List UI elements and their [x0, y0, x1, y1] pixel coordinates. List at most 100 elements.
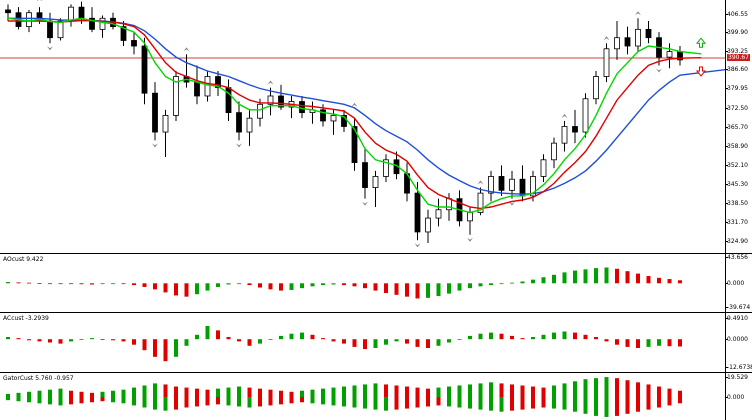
histogram-bar-down	[100, 397, 105, 402]
histogram-bar-up	[562, 272, 567, 284]
histogram-bar-up	[48, 389, 52, 398]
histogram-bar-down	[394, 385, 399, 398]
histogram-bar-up	[27, 397, 31, 403]
price-chart-svg[interactable]	[0, 0, 725, 253]
bearish-candle	[341, 114, 347, 127]
price-axis-tick: 345.30	[725, 180, 748, 188]
bullish-candle	[593, 76, 599, 100]
histogram-bar-down	[321, 338, 325, 340]
bearish-candle	[194, 81, 200, 97]
bullish-candle	[582, 98, 589, 133]
fractal-up-icon	[36, 0, 43, 2]
histogram-bar-up	[289, 283, 294, 290]
histogram-bar-down	[405, 339, 409, 344]
histogram-bar-up	[604, 267, 609, 284]
histogram-bar-up	[436, 283, 441, 297]
bullish-candle	[204, 76, 211, 97]
histogram-bar-up	[216, 388, 220, 398]
histogram-bar-down	[678, 397, 682, 404]
histogram-bar-down	[657, 277, 661, 284]
bearish-candle	[236, 112, 242, 133]
price-chart-pane[interactable]: 406.55 399.90 393.25 386.60 379.95 372.50 365.…	[0, 0, 752, 253]
histogram-bar-up	[447, 339, 451, 343]
ao-axis: 43.656 0.000 -39.674	[724, 254, 752, 312]
histogram-bar-up	[468, 397, 472, 409]
gator-indicator-pane[interactable]: GatorCust 5.760 -0.957 19.529 0.000	[0, 373, 752, 420]
histogram-bar-down	[69, 283, 73, 285]
histogram-bar-down	[625, 397, 630, 414]
histogram-bar-down	[163, 339, 168, 362]
bearish-candle	[5, 9, 11, 14]
histogram-bar-up	[111, 397, 115, 403]
histogram-bar-up	[48, 397, 52, 405]
bullish-candle	[603, 48, 610, 77]
histogram-bar-down	[646, 384, 651, 398]
price-axis-tick: 358.90	[725, 143, 748, 151]
bullish-candle	[257, 103, 263, 119]
histogram-bar-down	[258, 283, 262, 288]
histogram-bar-down	[636, 382, 640, 398]
ao-histogram-svg[interactable]	[0, 254, 725, 312]
fractal-down-icon	[656, 68, 662, 73]
pane-separator[interactable]	[0, 372, 752, 373]
histogram-bar-down	[625, 339, 630, 347]
histogram-bar-up	[352, 397, 357, 408]
histogram-bar-up	[37, 390, 42, 398]
histogram-bar-down	[615, 397, 619, 416]
ac-axis: 9.4910 0.0000 -12.6738	[725, 313, 752, 372]
histogram-bar-up	[27, 391, 31, 398]
histogram-bar-down	[58, 283, 63, 285]
ao-indicator-pane[interactable]: AOcust 9.422 43.656 0.000 -39.674	[0, 254, 752, 312]
histogram-bar-up	[226, 387, 231, 398]
histogram-bar-up	[226, 397, 231, 406]
histogram-bar-down	[79, 391, 84, 398]
histogram-bar-down	[16, 338, 21, 340]
ac-plot-area[interactable]: ACcust -3.2939	[0, 313, 725, 372]
histogram-bar-down	[69, 390, 73, 398]
fast-moving-average-line	[7, 17, 702, 214]
histogram-bar-down	[48, 339, 52, 343]
histogram-bar-up	[468, 384, 472, 398]
histogram-bar-down	[415, 339, 420, 347]
histogram-bar-up	[573, 381, 577, 398]
histogram-bar-up	[6, 397, 10, 401]
gator-histogram-svg[interactable]	[0, 373, 725, 420]
ao-plot-area[interactable]: AOcust 9.422	[0, 254, 725, 312]
histogram-bar-up	[331, 387, 336, 398]
histogram-bar-up	[489, 397, 493, 411]
histogram-bar-down	[37, 283, 42, 284]
fractal-up-icon	[351, 102, 358, 107]
histogram-bar-up	[468, 335, 472, 340]
ao-indicator-label: AOcust 9.422	[3, 256, 44, 263]
histogram-bar-up	[79, 339, 84, 340]
bullish-candle	[561, 126, 568, 144]
histogram-bar-up	[604, 397, 609, 417]
histogram-bar-down	[426, 397, 430, 407]
histogram-bar-up	[541, 334, 546, 340]
histogram-bar-up	[583, 397, 588, 414]
histogram-bar-down	[268, 397, 273, 406]
histogram-bar-down	[27, 282, 31, 284]
histogram-bar-down	[541, 387, 546, 398]
histogram-bar-down	[132, 283, 136, 286]
histogram-bar-up	[58, 397, 63, 406]
histogram-bar-down	[226, 337, 231, 340]
ac-histogram-svg[interactable]	[0, 313, 725, 372]
histogram-bar-down	[657, 397, 661, 408]
histogram-bar-down	[300, 397, 304, 403]
histogram-bar-up	[153, 383, 157, 398]
pane-separator[interactable]	[0, 253, 752, 254]
bearish-candle	[624, 37, 631, 47]
gator-plot-area[interactable]: GatorCust 5.760 -0.957	[0, 373, 725, 420]
histogram-bar-down	[510, 384, 514, 398]
histogram-bar-down	[342, 283, 346, 286]
histogram-bar-down	[205, 397, 210, 406]
price-plot-area[interactable]	[0, 0, 725, 253]
pane-separator[interactable]	[0, 312, 752, 313]
ac-indicator-pane[interactable]: ACcust -3.2939 9.4910 0.0000 -12.6738	[0, 313, 752, 372]
histogram-bar-up	[300, 332, 304, 340]
histogram-bar-down	[132, 339, 136, 345]
fractal-down-icon	[236, 143, 242, 148]
histogram-bar-up	[321, 283, 325, 286]
bullish-candle	[540, 159, 547, 177]
